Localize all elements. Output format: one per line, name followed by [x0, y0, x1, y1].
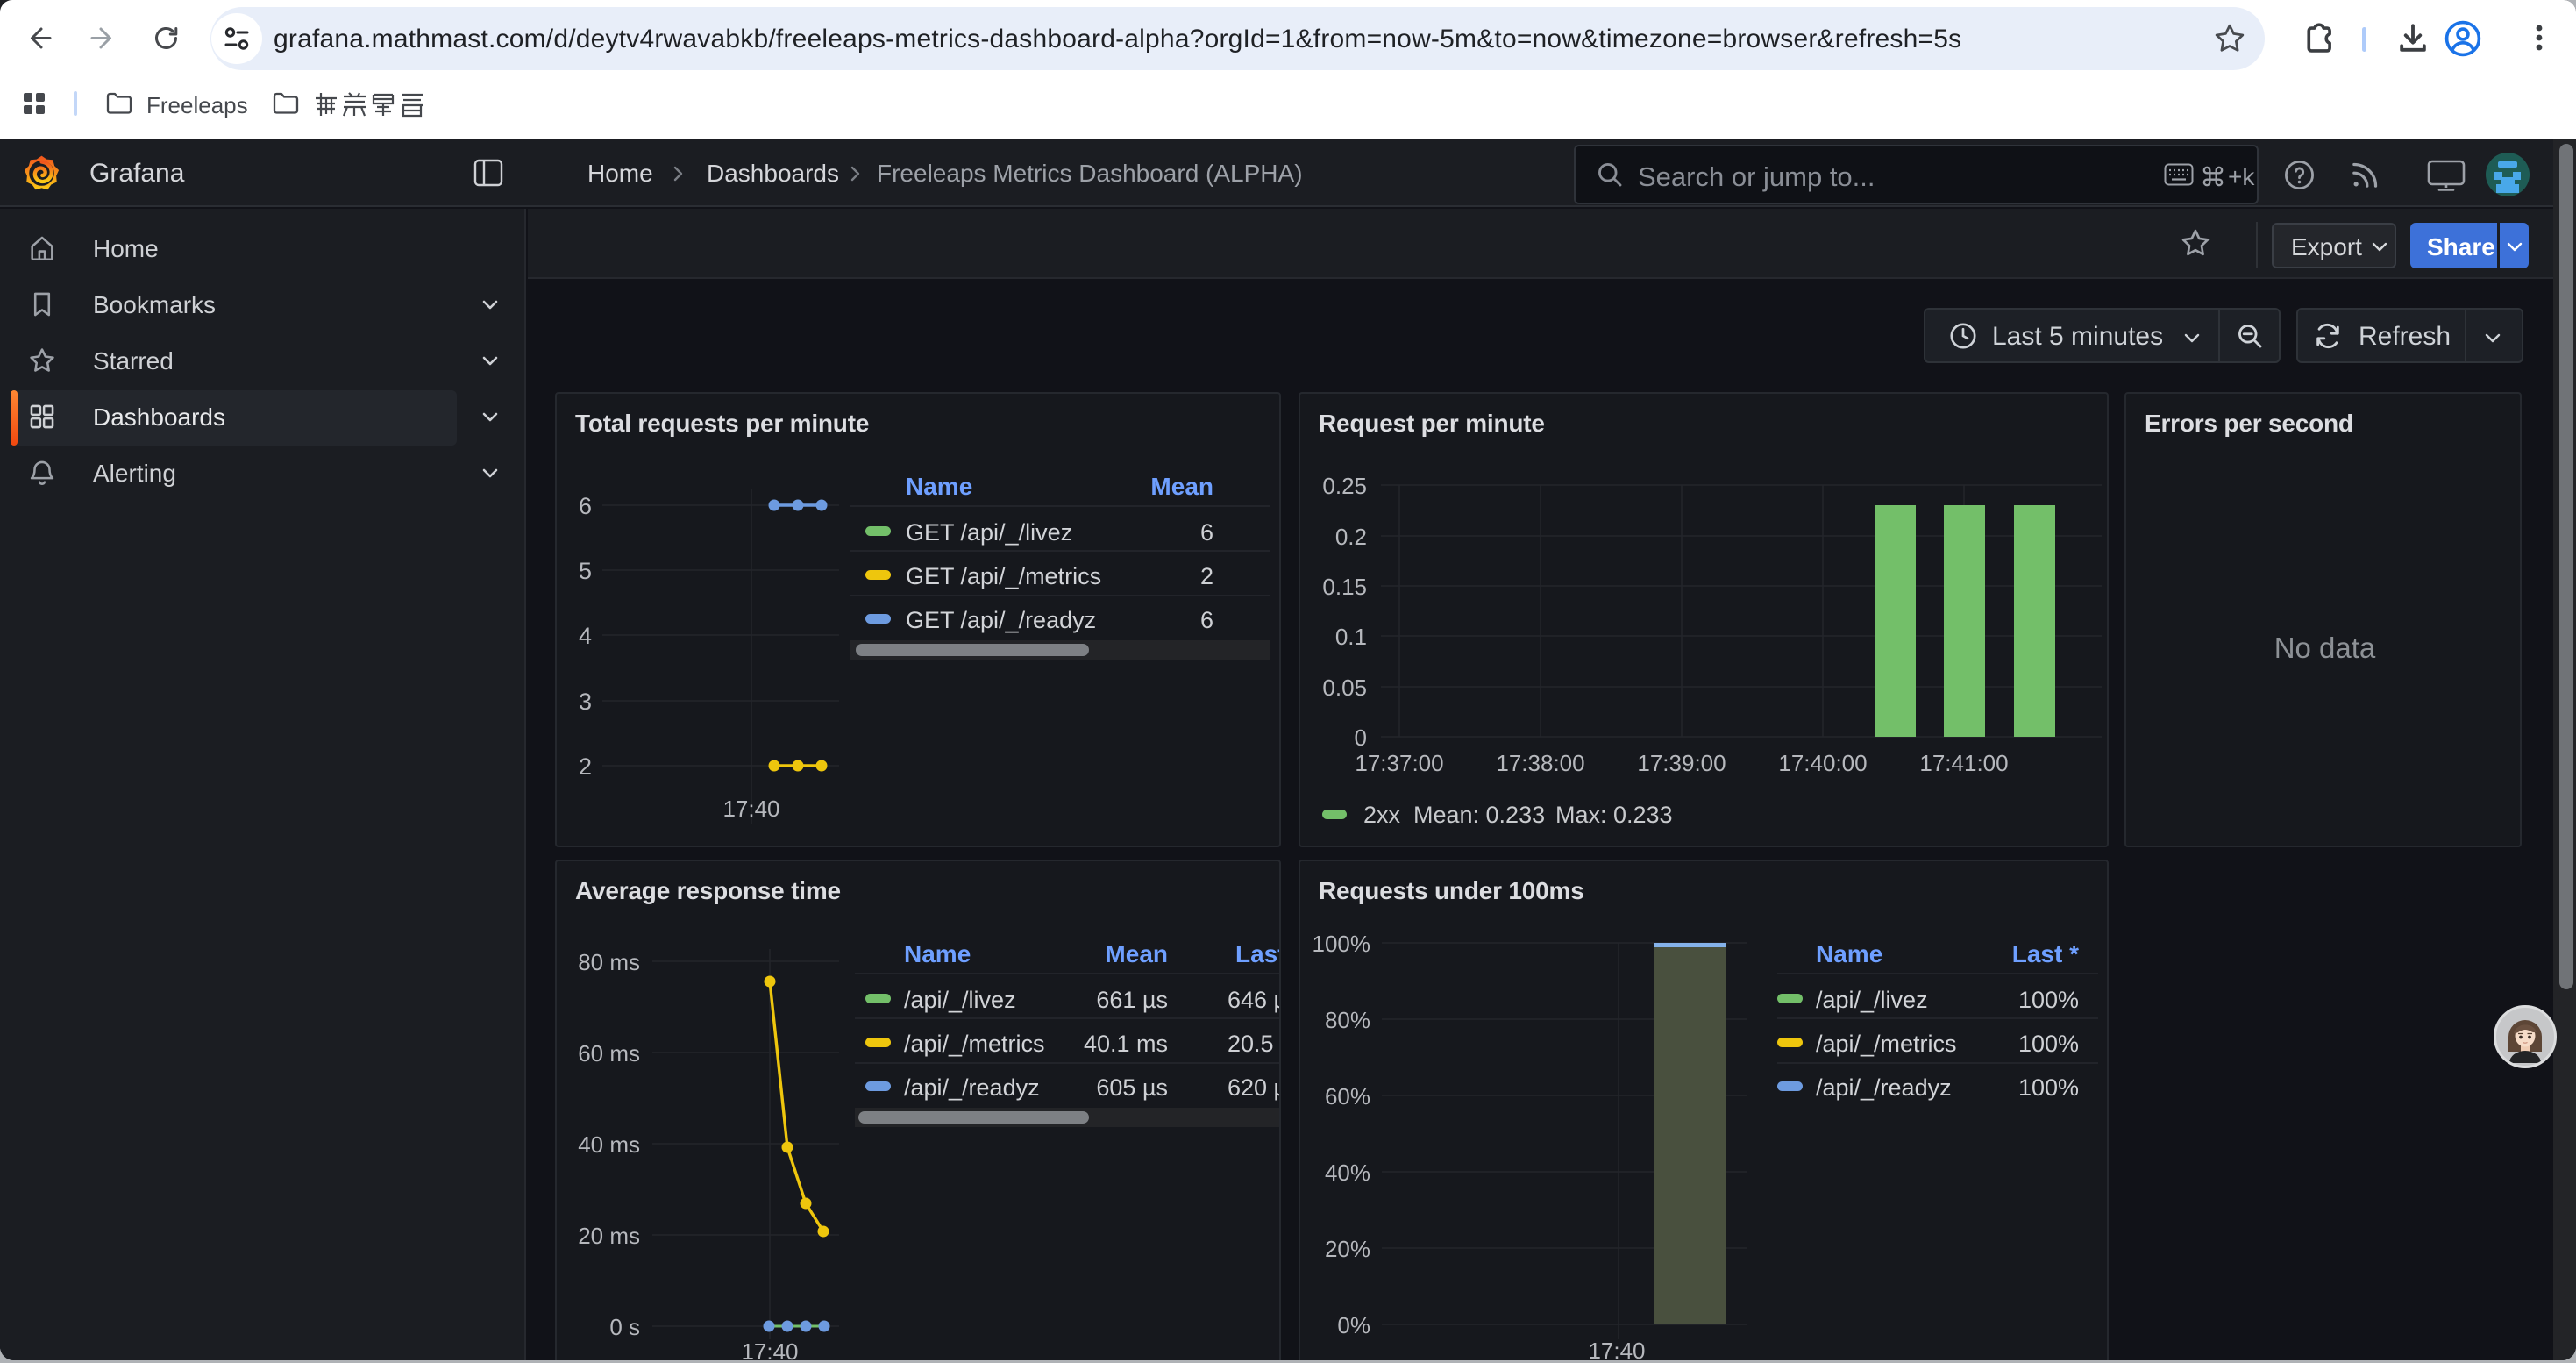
svg-text:620 µs: 620 µs [1228, 1074, 1279, 1101]
svg-text:4: 4 [579, 623, 592, 649]
svg-text:Max: 0.233: Max: 0.233 [1555, 802, 1673, 828]
svg-text:20 ms: 20 ms [578, 1223, 640, 1249]
svg-text:100%: 100% [2018, 1074, 2079, 1101]
svg-text:17:40: 17:40 [741, 1338, 798, 1360]
svg-text:/api/_/livez: /api/_/livez [904, 987, 1016, 1013]
svg-text:646 µs: 646 µs [1228, 987, 1279, 1013]
svg-text:661 µs: 661 µs [1096, 987, 1168, 1013]
svg-text:2: 2 [579, 753, 592, 780]
svg-text:0.1: 0.1 [1335, 624, 1367, 650]
svg-text:0 s: 0 s [609, 1314, 640, 1340]
svg-text:5: 5 [579, 558, 592, 584]
svg-text:0%: 0% [1337, 1312, 1370, 1338]
svg-text:/api/_/readyz: /api/_/readyz [1816, 1074, 1952, 1101]
svg-text:Mean: 0.233: Mean: 0.233 [1413, 802, 1545, 828]
svg-text:17:40:00: 17:40:00 [1778, 750, 1867, 776]
svg-text:20.5 ms: 20.5 ms [1228, 1031, 1279, 1057]
svg-text:/api/_/metrics: /api/_/metrics [1816, 1031, 1957, 1057]
svg-text:0.2: 0.2 [1335, 524, 1367, 550]
svg-text:60 ms: 60 ms [578, 1040, 640, 1067]
svg-text:/api/_/readyz: /api/_/readyz [904, 1074, 1040, 1101]
svg-text:0.05: 0.05 [1322, 674, 1367, 701]
svg-text:80 ms: 80 ms [578, 949, 640, 975]
svg-text:20%: 20% [1325, 1236, 1370, 1262]
svg-text:6: 6 [1200, 607, 1213, 633]
svg-text:Name: Name [904, 940, 971, 967]
svg-text:40.1 ms: 40.1 ms [1084, 1031, 1168, 1057]
svg-text:80%: 80% [1325, 1007, 1370, 1033]
svg-text:6: 6 [1200, 519, 1213, 546]
svg-text:17:41:00: 17:41:00 [1919, 750, 2008, 776]
svg-text:100%: 100% [2018, 987, 2079, 1013]
svg-text:17:38:00: 17:38:00 [1496, 750, 1584, 776]
svg-text:Last *: Last * [2012, 940, 2079, 967]
svg-text:GET /api/_/readyz: GET /api/_/readyz [906, 607, 1096, 633]
svg-text:40 ms: 40 ms [578, 1131, 640, 1158]
svg-text:Mean: Mean [1150, 473, 1213, 500]
svg-text:605 µs: 605 µs [1096, 1074, 1168, 1101]
svg-text:17:37:00: 17:37:00 [1355, 750, 1443, 776]
svg-text:GET /api/_/livez: GET /api/_/livez [906, 519, 1072, 546]
svg-text:0: 0 [1355, 724, 1367, 751]
svg-text:3: 3 [579, 689, 592, 715]
svg-text:6: 6 [579, 493, 592, 519]
svg-text:/api/_/metrics: /api/_/metrics [904, 1031, 1045, 1057]
svg-text:0.15: 0.15 [1322, 574, 1367, 600]
svg-text:60%: 60% [1325, 1083, 1370, 1110]
svg-text:2: 2 [1200, 563, 1213, 589]
svg-text:0.25: 0.25 [1322, 473, 1367, 499]
svg-text:Last *: Last * [1235, 940, 1279, 967]
svg-text:17:40: 17:40 [722, 796, 779, 822]
svg-text:2xx: 2xx [1363, 802, 1401, 828]
svg-text:/api/_/livez: /api/_/livez [1816, 987, 1928, 1013]
svg-text:Mean: Mean [1105, 940, 1168, 967]
svg-text:Name: Name [1816, 940, 1882, 967]
svg-text:40%: 40% [1325, 1160, 1370, 1186]
svg-text:17:40: 17:40 [1588, 1338, 1645, 1360]
svg-text:Name: Name [906, 473, 972, 500]
svg-text:100%: 100% [2018, 1031, 2079, 1057]
svg-text:100%: 100% [1313, 931, 1371, 957]
svg-text:17:39:00: 17:39:00 [1637, 750, 1726, 776]
svg-text:GET /api/_/metrics: GET /api/_/metrics [906, 563, 1101, 589]
